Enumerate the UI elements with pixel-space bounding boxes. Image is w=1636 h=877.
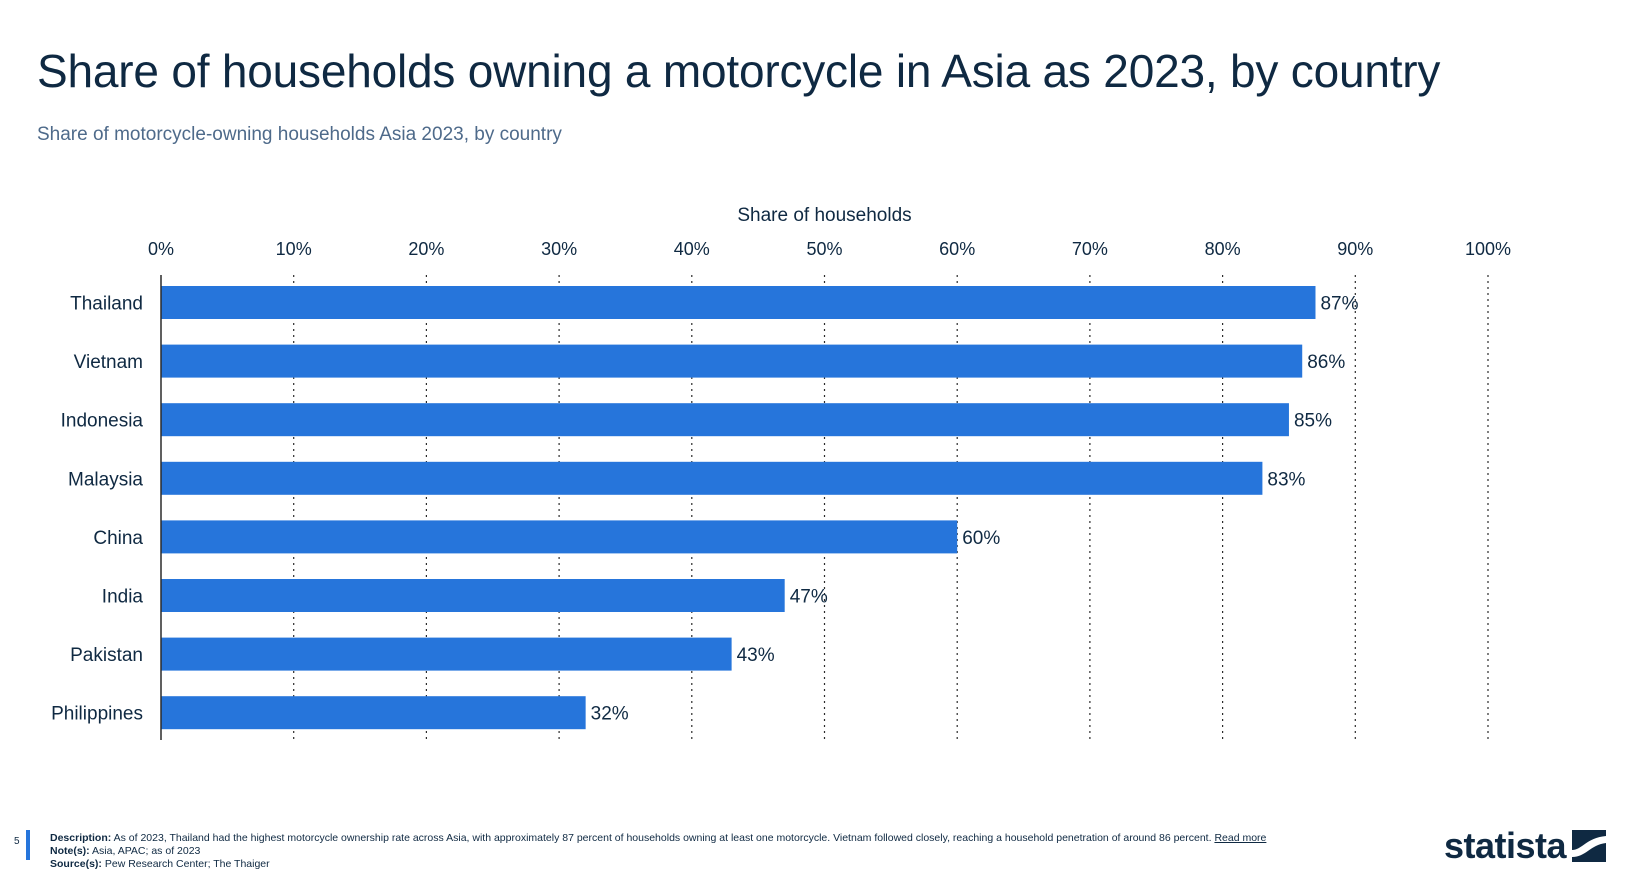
chart-title: Share of households owning a motorcycle … [37,45,1441,97]
chart-subtitle: Share of motorcycle-owning households As… [37,124,562,145]
bar [161,344,1303,378]
notes-line: Note(s): Asia, APAC; as of 2023 [50,845,1380,858]
notes-label: Note(s): [50,845,90,857]
bar [161,461,1263,495]
x-tick-label: 50% [806,239,842,259]
category-label: Philippines [51,704,143,725]
x-tick-label: 90% [1337,239,1373,259]
bar [161,286,1316,319]
bar [161,637,732,671]
data-label: 60% [962,528,1000,549]
footer-text: Description: As of 2023, Thailand had th… [50,832,1380,871]
x-tick-label: 30% [541,239,577,259]
data-label: 87% [1320,294,1358,315]
x-tick-label: 80% [1205,239,1241,259]
category-label: Thailand [70,294,143,315]
data-label: 47% [790,587,828,608]
bar [161,403,1289,437]
read-more-link[interactable]: Read more [1214,832,1267,844]
statista-logo[interactable]: statista [1444,825,1607,866]
data-label: 32% [591,704,629,725]
x-axis-label: Share of households [737,205,911,226]
description-label: Description: [50,832,112,844]
sources-line: Source(s): Pew Research Center; The Thai… [50,858,1380,871]
x-tick-label: 20% [408,239,444,259]
x-tick-label: 0% [148,239,174,259]
footer-accent-bar [26,830,30,860]
data-label: 85% [1294,411,1332,432]
category-label: China [93,528,143,549]
bar-chart: Share of households 0% 10% 20% 30% 40% 50% 60% 7… [51,205,1511,740]
x-tick-label: 70% [1072,239,1108,259]
x-tick-label: 40% [674,239,710,259]
x-tick-label: 10% [276,239,312,259]
category-label: India [102,587,144,608]
data-label: 86% [1307,352,1345,373]
category-label: Vietnam [74,352,143,373]
bar [161,520,958,554]
data-label: 83% [1267,469,1305,490]
statista-logo-icon [1572,830,1607,862]
sources-text: Pew Research Center; The Thaiger [104,858,270,870]
description-line: Description: As of 2023, Thailand had th… [50,832,1380,845]
bar [161,696,586,730]
page-number: 5 [14,836,20,847]
footer: 5 Description: As of 2023, Thailand had … [0,825,1636,877]
logo-text: statista [1444,825,1567,866]
category-label: Pakistan [70,645,143,666]
sources-label: Source(s): [50,858,102,870]
description-text: As of 2023, Thailand had the highest mot… [113,832,1212,844]
bar [161,579,785,612]
data-label: 43% [737,645,775,666]
x-tick-label: 60% [939,239,975,259]
x-tick-label: 100% [1465,239,1511,259]
category-label: Indonesia [61,411,144,432]
notes-text: Asia, APAC; as of 2023 [92,845,201,857]
category-label: Malaysia [68,469,143,490]
